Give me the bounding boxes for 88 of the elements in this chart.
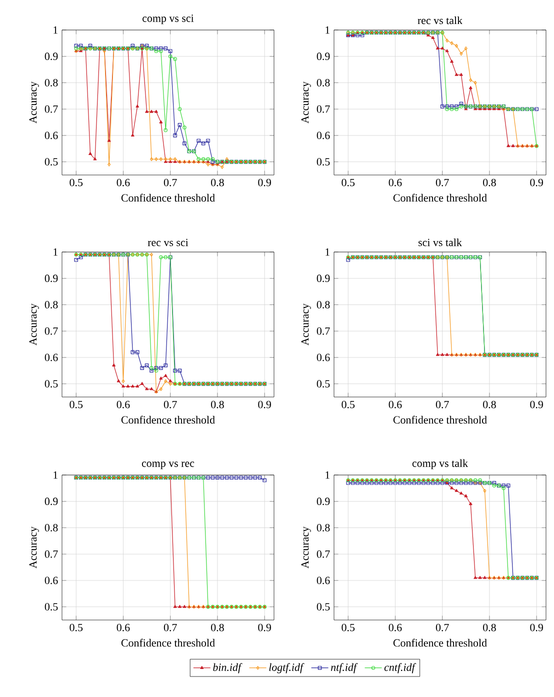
x-tick-label: 0.8 xyxy=(483,178,496,186)
x-tick-label: 0.6 xyxy=(388,178,402,186)
y-tick-label: 0.6 xyxy=(44,576,58,584)
y-tick-label: 0.8 xyxy=(316,79,330,86)
y-tick-label: 1 xyxy=(326,248,330,256)
y-tick-label: 0.8 xyxy=(44,301,58,308)
x-tick-label: 0.5 xyxy=(70,178,83,186)
y-tick-label: 0.7 xyxy=(44,550,58,558)
y-tick-label: 0.5 xyxy=(316,603,330,611)
chart-title: comp vs sci xyxy=(142,14,194,24)
chart-title: rec vs talk xyxy=(418,16,463,24)
x-tick-label: 0.5 xyxy=(342,400,355,408)
y-tick-label: 0.8 xyxy=(316,524,330,532)
y-tick-label: 0.7 xyxy=(44,105,58,113)
x-tick-label: 0.8 xyxy=(211,624,224,632)
x-tick-label: 0.8 xyxy=(211,400,224,408)
x-tick-label: 0.6 xyxy=(116,400,130,408)
x-tick-label: 0.8 xyxy=(483,624,496,632)
x-tick-label: 0.7 xyxy=(436,624,449,632)
x-tick-label: 0.5 xyxy=(342,178,355,186)
x-tick-label: 0.9 xyxy=(530,400,543,408)
y-tick-label: 0.7 xyxy=(316,327,330,335)
y-tick-label: 0.9 xyxy=(44,274,58,282)
y-axis-title: Accuracy xyxy=(301,82,311,124)
y-axis-title: Accuracy xyxy=(301,304,311,346)
y-tick-label: 0.8 xyxy=(44,524,58,532)
x-tick-label: 0.7 xyxy=(164,624,177,632)
y-tick-label: 0.9 xyxy=(316,498,330,506)
x-tick-label: 0.5 xyxy=(342,624,355,632)
x-tick-label: 0.5 xyxy=(70,400,83,408)
y-tick-label: 1 xyxy=(54,471,58,479)
x-tick-label: 0.7 xyxy=(436,178,449,186)
chart-title: rec vs sci xyxy=(148,238,188,246)
y-tick-label: 0.7 xyxy=(44,327,58,335)
y-tick-label: 0.9 xyxy=(44,498,58,506)
x-tick-label: 0.5 xyxy=(70,624,83,632)
x-tick-label: 0.9 xyxy=(258,400,271,408)
chart-title: sci vs talk xyxy=(418,238,462,246)
x-tick-label: 0.6 xyxy=(116,624,130,632)
x-tick-label: 0.9 xyxy=(258,178,271,186)
legend-label: logtf.idf xyxy=(269,663,304,674)
chart-title: comp vs rec xyxy=(142,462,194,470)
y-axis-title: Accuracy xyxy=(29,82,39,124)
y-tick-label: 0.5 xyxy=(44,603,58,611)
y-axis-title: Accuracy xyxy=(29,526,39,568)
y-axis-title: Accuracy xyxy=(29,304,39,346)
y-tick-label: 0.6 xyxy=(44,354,58,362)
x-tick-label: 0.9 xyxy=(530,624,543,632)
legend-label: ntf.idf xyxy=(330,663,358,674)
y-tick-label: 0.7 xyxy=(316,105,330,113)
y-tick-label: 0.6 xyxy=(316,354,330,362)
x-tick-label: 0.8 xyxy=(211,178,224,186)
y-tick-label: 0.9 xyxy=(316,274,330,282)
x-axis-title: Confidence threshold xyxy=(393,638,487,647)
y-tick-label: 1 xyxy=(54,26,58,34)
y-tick-label: 1 xyxy=(326,471,330,479)
y-tick-label: 0.5 xyxy=(316,380,330,388)
x-tick-label: 0.9 xyxy=(530,178,543,186)
y-tick-label: 0.5 xyxy=(44,158,58,166)
chart-title: comp vs talk xyxy=(412,459,468,470)
x-tick-label: 0.6 xyxy=(116,178,130,186)
y-tick-label: 0.6 xyxy=(316,132,330,140)
x-axis-title: Confidence threshold xyxy=(393,416,487,424)
y-tick-label: 0.8 xyxy=(316,301,330,308)
x-tick-label: 0.7 xyxy=(164,400,177,408)
x-tick-label: 0.6 xyxy=(388,624,402,632)
x-tick-label: 0.9 xyxy=(258,624,271,632)
x-axis-title: Confidence threshold xyxy=(393,194,487,202)
y-tick-label: 0.5 xyxy=(44,380,58,388)
x-tick-label: 0.6 xyxy=(388,400,402,408)
legend-label: bin.idf xyxy=(213,663,242,674)
x-tick-label: 0.7 xyxy=(164,178,177,186)
y-tick-label: 0.6 xyxy=(44,132,58,140)
y-tick-label: 1 xyxy=(54,248,58,256)
y-tick-label: 0.7 xyxy=(316,550,330,558)
x-tick-label: 0.7 xyxy=(436,400,449,408)
y-tick-label: 0.9 xyxy=(316,52,330,60)
x-axis-title: Confidence threshold xyxy=(121,416,215,424)
x-axis-title: Confidence threshold xyxy=(121,638,215,647)
y-tick-label: 0.8 xyxy=(44,79,58,86)
x-tick-label: 0.8 xyxy=(483,400,496,408)
x-axis-title: Confidence threshold xyxy=(121,194,215,202)
y-tick-label: 0.6 xyxy=(316,576,330,584)
legend-label: cntf.idf xyxy=(384,663,416,674)
y-axis-title: Accuracy xyxy=(301,526,311,568)
y-tick-label: 0.9 xyxy=(44,52,58,60)
y-tick-label: 1 xyxy=(326,26,330,34)
y-tick-label: 0.5 xyxy=(316,158,330,166)
